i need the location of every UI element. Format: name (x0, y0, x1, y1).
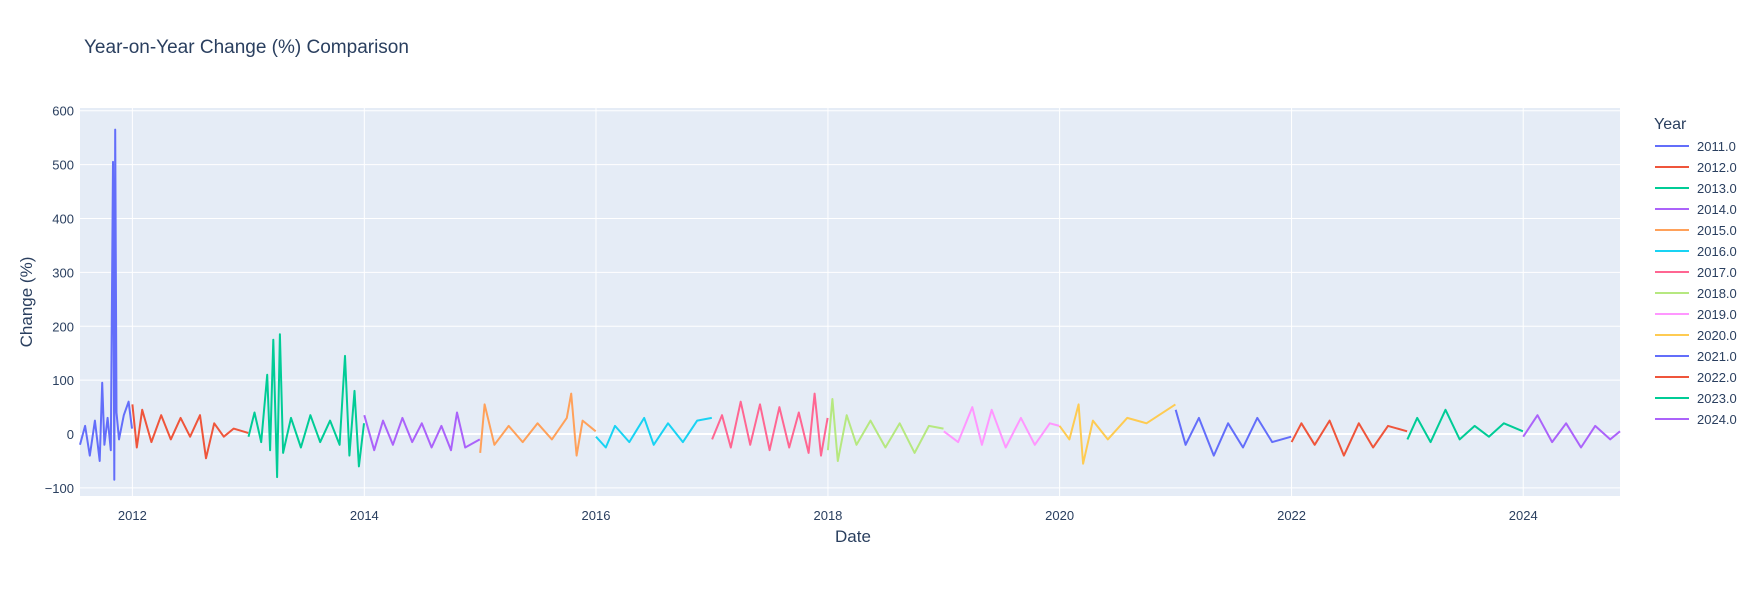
legend-label: 2018.0 (1697, 286, 1737, 301)
y-axis-label: Change (%) (17, 257, 36, 348)
plot-area (80, 108, 1620, 496)
legend-label: 2014.0 (1697, 202, 1737, 217)
y-tick-label: 100 (52, 373, 74, 388)
series-line-2015-0 (479, 392, 597, 457)
legend: Year 2011.0 2012.0 2013.0 2014.0 2015.0 2016.… (1654, 116, 1737, 427)
x-tick-label: 2024 (1509, 508, 1538, 523)
series-line-2021-0 (1174, 409, 1292, 457)
series-line-2016-0 (595, 416, 712, 449)
x-tick-label: 2016 (582, 508, 611, 523)
series-line-2022-0 (1290, 419, 1408, 457)
series-line-2019-0 (943, 406, 1060, 449)
axes: −100 0 100 200 300 400 500 600 2012 2014 2016 2018 2… (45, 104, 1538, 523)
y-tick-label: 200 (52, 319, 74, 334)
x-tick-label: 2018 (813, 508, 842, 523)
legend-label: 2019.0 (1697, 307, 1737, 322)
legend-label: 2024.0 (1697, 412, 1737, 427)
y-tick-label: 0 (67, 427, 74, 442)
series-line-2023-0 (1406, 408, 1524, 444)
x-tick-label: 2014 (350, 508, 379, 523)
y-tick-label: 400 (52, 211, 74, 226)
x-tick-label: 2020 (1045, 508, 1074, 523)
legend-label: 2017.0 (1697, 265, 1737, 280)
series-line-2012-0 (131, 404, 249, 460)
legend-label: 2020.0 (1697, 328, 1737, 343)
series-line-2014-0 (363, 411, 481, 452)
legend-label: 2021.0 (1697, 349, 1737, 364)
legend-label: 2013.0 (1697, 181, 1737, 196)
legend-title: Year (1654, 116, 1687, 133)
legend-items: 2011.0 2012.0 2013.0 2014.0 2015.0 2016.0 2017… (1655, 139, 1737, 427)
y-tick-label: 500 (52, 158, 74, 173)
x-axis-label: Date (835, 527, 871, 546)
series-line-2018-0 (826, 398, 944, 462)
x-tick-label: 2022 (1277, 508, 1306, 523)
legend-label: 2022.0 (1697, 370, 1737, 385)
y-tick-label: 300 (52, 265, 74, 280)
series-line-2020-0 (1058, 403, 1176, 465)
series-line-2017-0 (711, 392, 829, 457)
series-line-2024-0 (1522, 414, 1621, 449)
series-line-2013-0 (247, 333, 365, 479)
y-tick-label: 600 (52, 104, 74, 119)
legend-label: 2011.0 (1697, 139, 1736, 154)
legend-label: 2012.0 (1697, 160, 1737, 175)
series-lines (79, 128, 1621, 481)
series-line-2011-0 (79, 128, 133, 481)
grid (80, 108, 1620, 496)
legend-label: 2023.0 (1697, 391, 1737, 406)
chart-title: Year-on-Year Change (%) Comparison (84, 37, 409, 58)
y-tick-label: −100 (45, 481, 74, 496)
x-tick-label: 2012 (118, 508, 147, 523)
legend-label: 2015.0 (1697, 223, 1737, 238)
legend-label: 2016.0 (1697, 244, 1737, 259)
